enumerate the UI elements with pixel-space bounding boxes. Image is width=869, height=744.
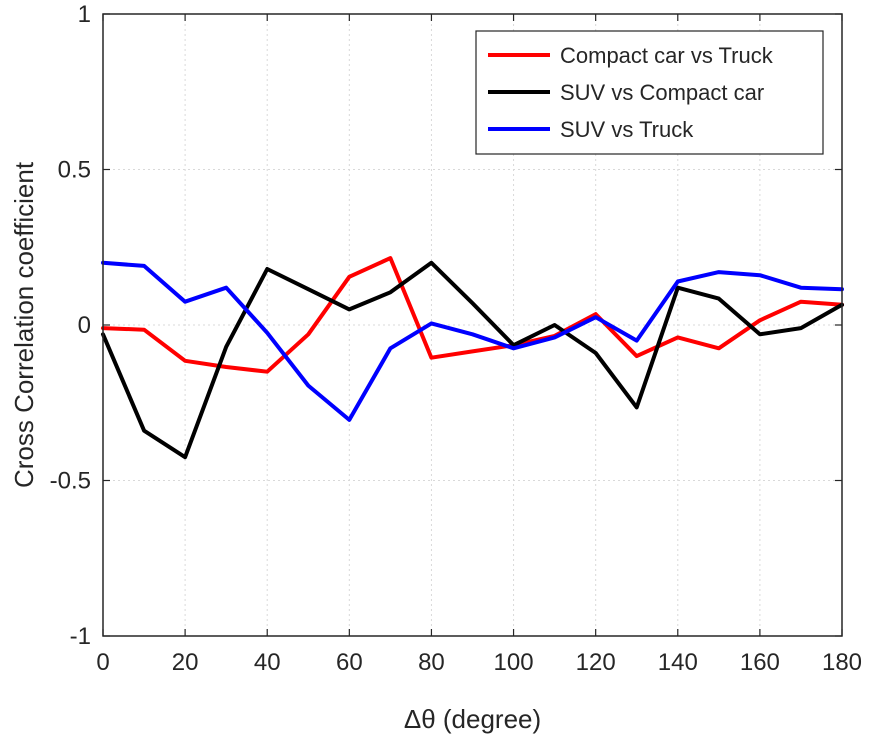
x-tick-label: 160 (740, 649, 780, 676)
x-tick-label: 0 (96, 649, 109, 676)
x-tick-label: 60 (336, 649, 363, 676)
x-tick-label: 20 (172, 649, 199, 676)
y-tick-label: 0 (78, 312, 91, 339)
y-axis-title: Cross Correlation coefficient (9, 161, 39, 488)
legend-label: Compact car vs Truck (560, 43, 774, 68)
x-tick-label: 80 (418, 649, 445, 676)
x-axis-title: Δθ (degree) (404, 704, 541, 734)
x-tick-label: 140 (658, 649, 698, 676)
x-tick-label: 120 (576, 649, 616, 676)
x-tick-label: 40 (254, 649, 281, 676)
y-tick-label: -0.5 (50, 468, 91, 495)
series-lines (101, 256, 844, 460)
series-line-3 (101, 260, 844, 422)
y-tick-label: 0.5 (58, 157, 91, 184)
legend-label: SUV vs Compact car (560, 80, 764, 105)
series-line-1 (101, 256, 844, 374)
legend: Compact car vs Truck SUV vs Compact car SU… (475, 30, 824, 155)
legend-label: SUV vs Truck (560, 117, 694, 142)
y-tick-label: -1 (70, 623, 91, 650)
series-line-2 (101, 260, 844, 460)
y-tick-label: 1 (78, 1, 91, 28)
x-tick-label: 180 (822, 649, 862, 676)
x-tick-label: 100 (494, 649, 534, 676)
tick-labels: 0 20 40 60 80 100 120 140 160 180 -1 -0.5 0 0.5 1 (50, 1, 862, 676)
